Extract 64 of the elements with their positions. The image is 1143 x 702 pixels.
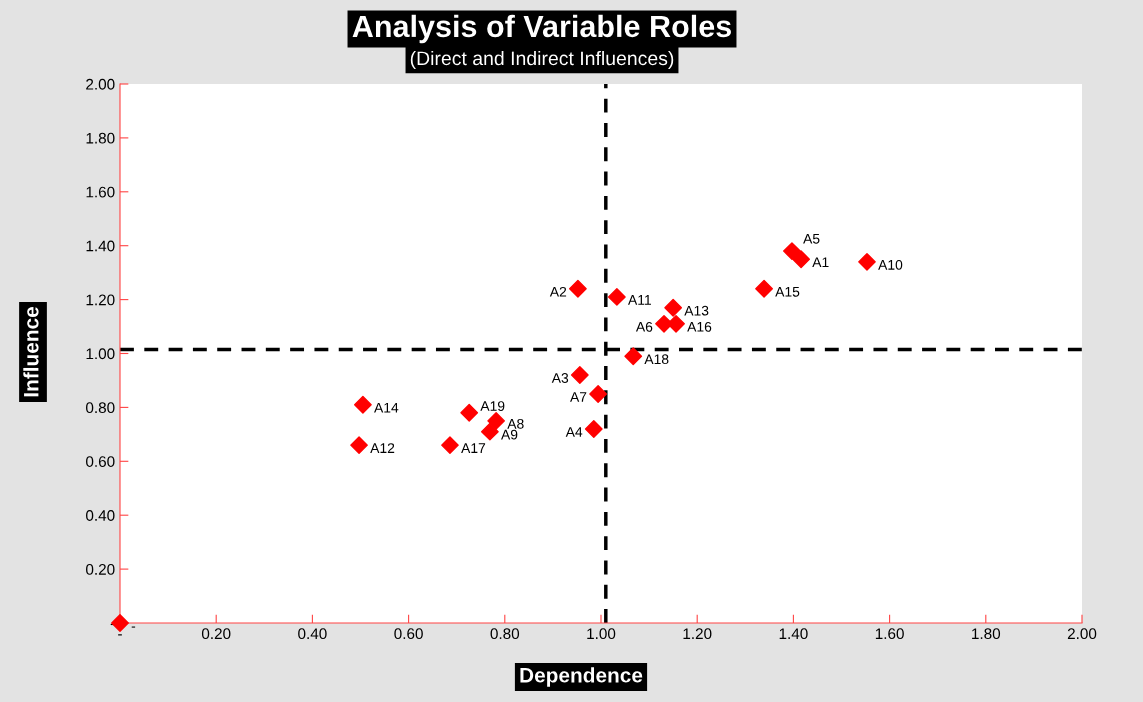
point [480, 422, 499, 441]
data-label: A2 [549, 286, 567, 297]
x-tick-label: 0.40 [298, 628, 327, 640]
y-tick-label: 1.00 [86, 348, 115, 360]
point [755, 279, 773, 298]
point [353, 395, 372, 414]
y-tick-label: 0.60 [86, 456, 115, 467]
data-label: A6 [635, 321, 653, 332]
point [460, 403, 479, 422]
y-tick-label: 0.20 [86, 563, 115, 575]
x-tick-label: 1.80 [972, 628, 1001, 640]
x-tick-label: 0.60 [394, 628, 423, 640]
point [792, 250, 811, 269]
x-tick-label: 1.40 [779, 628, 808, 640]
x-tick-label: 0.20 [201, 628, 231, 640]
y-tick-label: - [110, 623, 115, 626]
x-tick-label: 1.00 [587, 628, 616, 640]
y-tick-label: 0.40 [86, 510, 115, 521]
data-label: A18 [644, 354, 669, 365]
data-label: A11 [628, 295, 651, 305]
point [624, 347, 643, 366]
x-tick-label: 1.60 [875, 628, 904, 640]
chart-subtitle: (Direct and Indirect Influences) [410, 50, 674, 70]
data-label: A17 [461, 443, 486, 453]
data-label: A3 [551, 373, 569, 383]
y-tick-label: 1.80 [86, 132, 115, 144]
y-tick-label: 2.00 [86, 78, 115, 90]
point [584, 420, 603, 438]
y-tick-label: 0.80 [86, 402, 115, 414]
point [589, 385, 608, 403]
data-label: A12 [370, 443, 395, 453]
data-label: A8 [507, 418, 524, 429]
chart-title: Analysis of Variable Roles [352, 14, 731, 44]
point [569, 279, 587, 298]
x-axis-title: Dependence [520, 667, 643, 687]
x-tick-label: 1.20 [683, 628, 712, 640]
data-label: A13 [684, 305, 709, 316]
data-label: A9 [501, 429, 518, 440]
data-label: A14 [374, 402, 399, 413]
data-label: A16 [687, 321, 712, 332]
data-label: A19 [480, 401, 505, 411]
y-tick-label: 1.60 [86, 186, 115, 198]
point [111, 614, 129, 632]
y-tick-label: 1.40 [86, 240, 115, 252]
point [441, 436, 459, 455]
data-label: A10 [878, 259, 903, 270]
point [487, 411, 506, 430]
data-label: A15 [775, 287, 800, 297]
y-axis-title: Influence [23, 306, 39, 397]
x-tick-label: 0.80 [490, 628, 520, 640]
data-label: A4 [565, 427, 583, 437]
x-tick-label: - [118, 634, 122, 636]
x-tick-label: 2.00 [1067, 628, 1097, 640]
point [664, 298, 683, 317]
point [350, 436, 368, 455]
point [783, 242, 801, 261]
point [570, 366, 589, 384]
point [607, 287, 626, 306]
y-tick-label: 1.20 [86, 294, 115, 306]
data-label: A1 [812, 257, 829, 267]
data-label: A7 [570, 392, 587, 402]
data-label: - [131, 626, 136, 628]
point [858, 252, 876, 271]
data-label: A5 [803, 234, 820, 244]
